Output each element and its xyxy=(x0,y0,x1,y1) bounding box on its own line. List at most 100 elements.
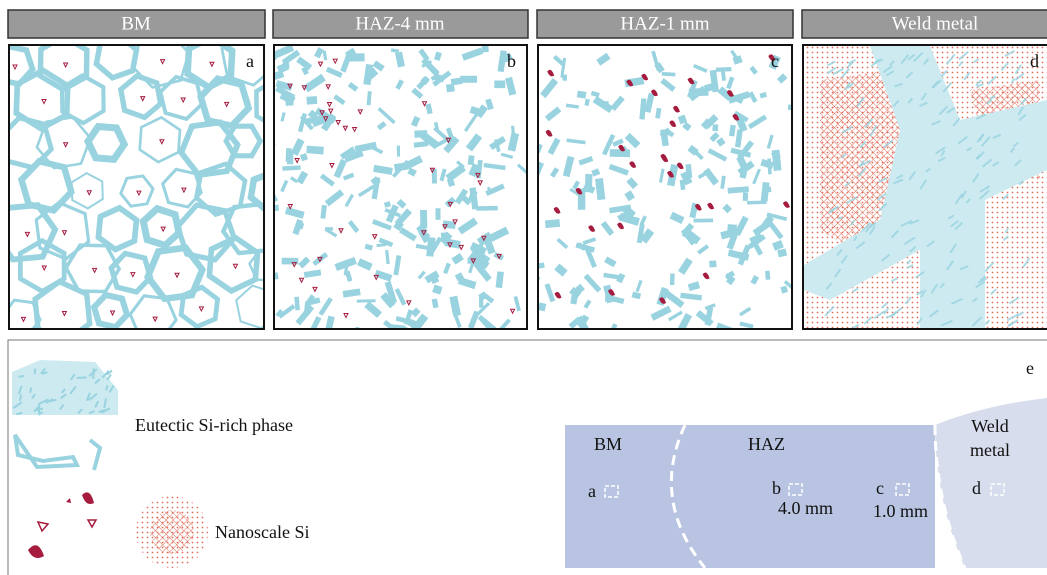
eutectic-fragment xyxy=(393,255,401,275)
si-particle xyxy=(225,102,229,106)
si-particle xyxy=(93,268,97,272)
eutectic-fragment xyxy=(759,92,767,98)
eutectic-fragment xyxy=(577,91,587,99)
si-particle xyxy=(688,78,695,85)
eutectic-fragment xyxy=(482,46,489,53)
eutectic-fragment xyxy=(464,113,478,132)
eutectic-fragment xyxy=(395,79,404,90)
eutectic-fragment xyxy=(495,318,511,335)
eutectic-fragment xyxy=(312,252,328,266)
eutectic-fragment xyxy=(639,215,647,226)
legend-nanosi-icon xyxy=(150,510,194,554)
eutectic-fragment xyxy=(298,256,310,268)
si-particle xyxy=(478,181,482,185)
eutectic-fragment xyxy=(399,227,417,241)
panel-letter: d xyxy=(1030,51,1039,71)
eutectic-fragment xyxy=(680,293,702,301)
eutectic-fragment xyxy=(772,240,784,251)
eutectic-fragment xyxy=(357,299,376,302)
eutectic-fragment xyxy=(749,66,757,75)
eutectic-fragment xyxy=(563,156,575,177)
eutectic-fragment xyxy=(540,78,558,98)
si-particle xyxy=(554,292,561,299)
eutectic-fragment xyxy=(306,146,324,155)
eutectic-fragment xyxy=(493,252,503,260)
eutectic-fragment xyxy=(476,206,498,211)
si-particle xyxy=(330,163,334,167)
eutectic-fragment xyxy=(563,75,567,81)
eutectic-fragment xyxy=(300,153,308,161)
si-particle xyxy=(87,191,91,195)
panel-art xyxy=(0,31,300,341)
si-particle xyxy=(783,201,790,208)
eutectic-fragment xyxy=(777,73,788,83)
eutectic-fragment xyxy=(458,218,478,235)
eutectic-fragment xyxy=(280,112,285,122)
eutectic-fragment xyxy=(348,82,359,92)
si-particle xyxy=(343,126,347,130)
eutectic-fragment xyxy=(326,67,343,78)
si-particle xyxy=(629,161,636,168)
eutectic-fragment xyxy=(729,125,736,137)
eutectic-fragment xyxy=(616,273,625,283)
eutectic-fragment xyxy=(384,201,391,208)
eutectic-fragment xyxy=(526,262,545,270)
si-particle xyxy=(326,85,330,89)
eutectic-fragment xyxy=(345,271,353,282)
eutectic-fragment xyxy=(334,159,347,178)
eutectic-fragment xyxy=(395,52,405,68)
header: Weld metal xyxy=(892,13,979,34)
eutectic-fragment xyxy=(584,299,592,308)
eutectic-fragment xyxy=(460,76,477,83)
eutectic-fragment xyxy=(508,132,519,151)
eutectic-fragment xyxy=(304,269,322,277)
eutectic-fragment xyxy=(466,133,482,151)
eutectic-fragment xyxy=(357,258,373,271)
legend-label: Nanoscale Si xyxy=(215,522,309,542)
eutectic-fragment xyxy=(748,115,767,130)
eutectic-fragment xyxy=(760,159,774,169)
eutectic-fragment xyxy=(697,244,709,254)
si-particle xyxy=(13,65,17,69)
si-particle xyxy=(153,317,157,321)
eutectic-fragment xyxy=(323,51,328,61)
si-particle xyxy=(161,227,165,231)
si-particle xyxy=(137,191,141,195)
si-particle xyxy=(673,106,680,113)
eutectic-fragment xyxy=(678,258,693,275)
eutectic-fragment xyxy=(468,155,475,165)
si-particle xyxy=(554,207,561,214)
eutectic-fragment xyxy=(636,280,643,292)
eutectic-fragment xyxy=(489,227,510,242)
legend-icons xyxy=(12,360,208,568)
eutectic-fragment xyxy=(296,171,308,185)
si-particle xyxy=(661,155,668,162)
eutectic-fragment xyxy=(411,307,421,317)
si-particle xyxy=(318,62,322,66)
eutectic-fragment xyxy=(610,96,624,111)
eutectic-fragment xyxy=(716,137,725,146)
eutectic-fragment xyxy=(319,297,333,316)
micrographs xyxy=(0,31,1047,342)
region-label: BM xyxy=(594,434,622,454)
point-label: c xyxy=(876,478,884,498)
eutectic-fragment xyxy=(689,88,709,96)
eutectic-fragment xyxy=(494,80,505,88)
distance-label: 4.0 mm xyxy=(778,498,833,518)
eutectic-fragment xyxy=(373,165,393,175)
eutectic-fragment xyxy=(584,274,602,293)
eutectic-fragment xyxy=(583,237,597,245)
si-particle xyxy=(327,103,331,107)
si-particle xyxy=(42,100,46,104)
eutectic-fragment xyxy=(397,146,400,157)
panel-letter: a xyxy=(246,51,254,71)
eutectic-fragment xyxy=(345,194,354,207)
panel-art xyxy=(804,46,1047,329)
si-particle xyxy=(353,127,357,131)
eutectic-fragment xyxy=(608,323,618,337)
si-particle xyxy=(344,314,348,318)
si-particle xyxy=(62,311,66,315)
si-particle xyxy=(358,110,362,114)
eutectic-fragment xyxy=(294,297,300,311)
panel-art xyxy=(257,44,530,342)
